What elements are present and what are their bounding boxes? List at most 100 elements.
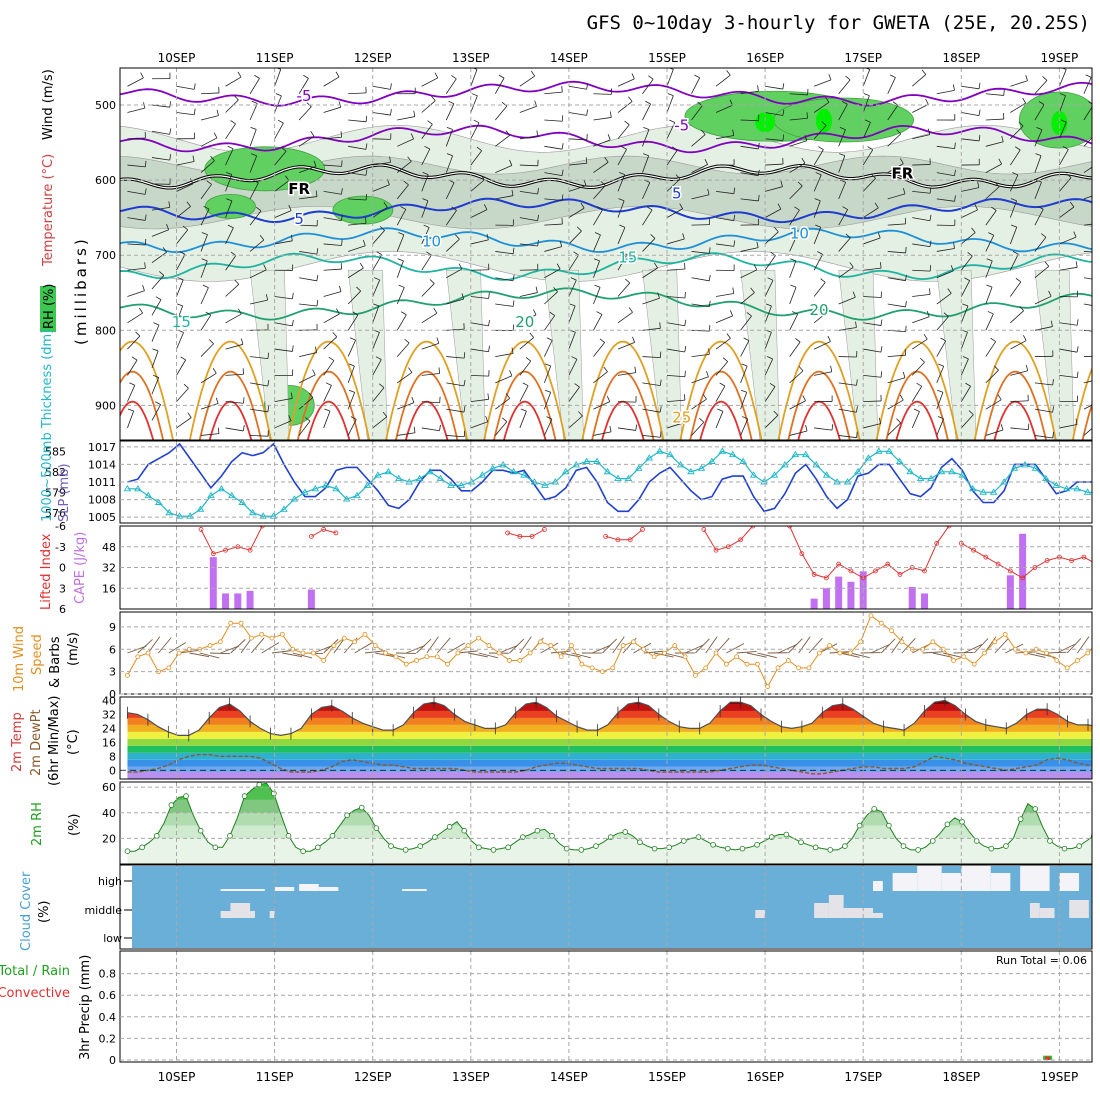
wind-barb-flag [451,206,457,211]
thickness-marker [269,512,278,519]
wind-barb-flag [201,258,208,262]
wind-barb [274,296,293,300]
wind-barb [470,150,482,166]
wind-barb [421,174,429,192]
thickness-marker [968,484,977,492]
rh-point [212,844,219,851]
wind-barb [985,287,993,305]
wind-speed-point [1044,650,1049,656]
rh-point [1017,816,1024,822]
rh-point [329,833,336,839]
wind-barb [372,387,385,402]
wind-barb [250,382,268,387]
wind-barb-flag [585,157,588,164]
wind-barb-flag [733,240,736,247]
wind-barb [200,433,219,436]
wind-barb [519,411,527,429]
surface-wind-barb [158,637,172,654]
wind-barb-flag [189,178,194,185]
thickness-marker [791,450,800,458]
wind-barb [691,376,709,384]
wind-barb-flag [988,232,994,236]
wind-barb-flag [455,234,460,240]
ytick-wind: 9 [109,621,116,634]
thickness-marker [948,467,956,475]
thickness-marker [979,488,988,495]
wind-barb [666,268,685,271]
wind-speed-point [403,661,409,667]
wind-barb-flag [217,427,220,434]
wind-barb-flag [349,337,356,341]
wind-barb [813,149,824,166]
wind-speed-point [662,650,667,656]
rh-point [637,839,643,846]
wind-barb [274,210,292,219]
wind-barb [544,268,561,279]
wind-barb [568,230,582,245]
wind-barb-flag [733,214,736,221]
wind-barb [1010,125,1024,140]
wind-barb-flag [427,120,433,125]
wind-barb-flag [709,247,711,254]
temp-band [127,731,1092,739]
wind-barb [519,135,538,140]
thickness-marker [541,481,549,488]
wind-barb [495,375,513,384]
wind-barb [151,229,169,237]
wind-barb-flag [505,393,511,399]
contour-arch [120,340,174,440]
wind-barb-flag [593,258,600,262]
wind-barb [789,162,806,173]
rh-point [227,833,233,839]
temp-label-4: (°C) [66,729,81,755]
contour-arch [1071,366,1092,440]
ytick-precip: 0.4 [99,1011,117,1024]
wind-barb-flag [525,357,532,362]
wind-barb-flag [545,363,551,367]
wind-barb [666,122,676,139]
wind-barb [1034,326,1053,331]
wind-barb [470,209,488,219]
wind-barb-flag [765,303,772,307]
surface-wind-barb [478,652,499,659]
wind-barb [985,235,995,252]
contour-10 [120,227,1092,254]
wind-barb-flag [238,308,242,315]
wind-barb [519,243,538,247]
wind-barb [1034,237,1047,252]
wind-barb-flag [180,356,186,361]
wind-barb-flag [1052,406,1055,413]
contour-arch [973,340,1057,440]
wind-barb-flag [461,293,464,300]
wind-barb [397,138,414,147]
axes-layer: 10SEP10SEP11SEP11SEP12SEP12SEP13SEP13SEP… [45,51,1093,1084]
wind-speed-point [796,665,802,671]
contour-arch [699,400,743,440]
wind-speed-point [878,620,884,626]
wind-barb [1010,310,1024,324]
wind-barb-flag [411,396,415,403]
surface-wind-barb [726,643,745,654]
wind-barb-flag [365,115,368,122]
surface-wind-barb [416,638,432,654]
rh-point [256,782,263,788]
wind-barb [249,210,262,226]
wind-barb-flag [880,319,883,326]
wind-barb-flag [1027,423,1030,430]
surface-wind-barb [323,638,339,654]
wind-barb-flag [1076,346,1079,353]
wind-barb [912,134,930,140]
thickness-marker [353,491,361,499]
contour-minus5-lower [120,124,1092,154]
wind-barb [838,209,849,226]
li-line [605,529,643,541]
wind-barb [593,209,603,226]
wind-barb-flag [757,142,760,149]
wind-barb [789,234,798,252]
wind-speed-point [1002,631,1008,637]
contour-label: 15 [618,248,637,266]
wind-barb-flag [1075,261,1078,268]
li-point [897,572,903,577]
wind-barb [1083,380,1092,384]
wind-speed-point [651,654,657,660]
